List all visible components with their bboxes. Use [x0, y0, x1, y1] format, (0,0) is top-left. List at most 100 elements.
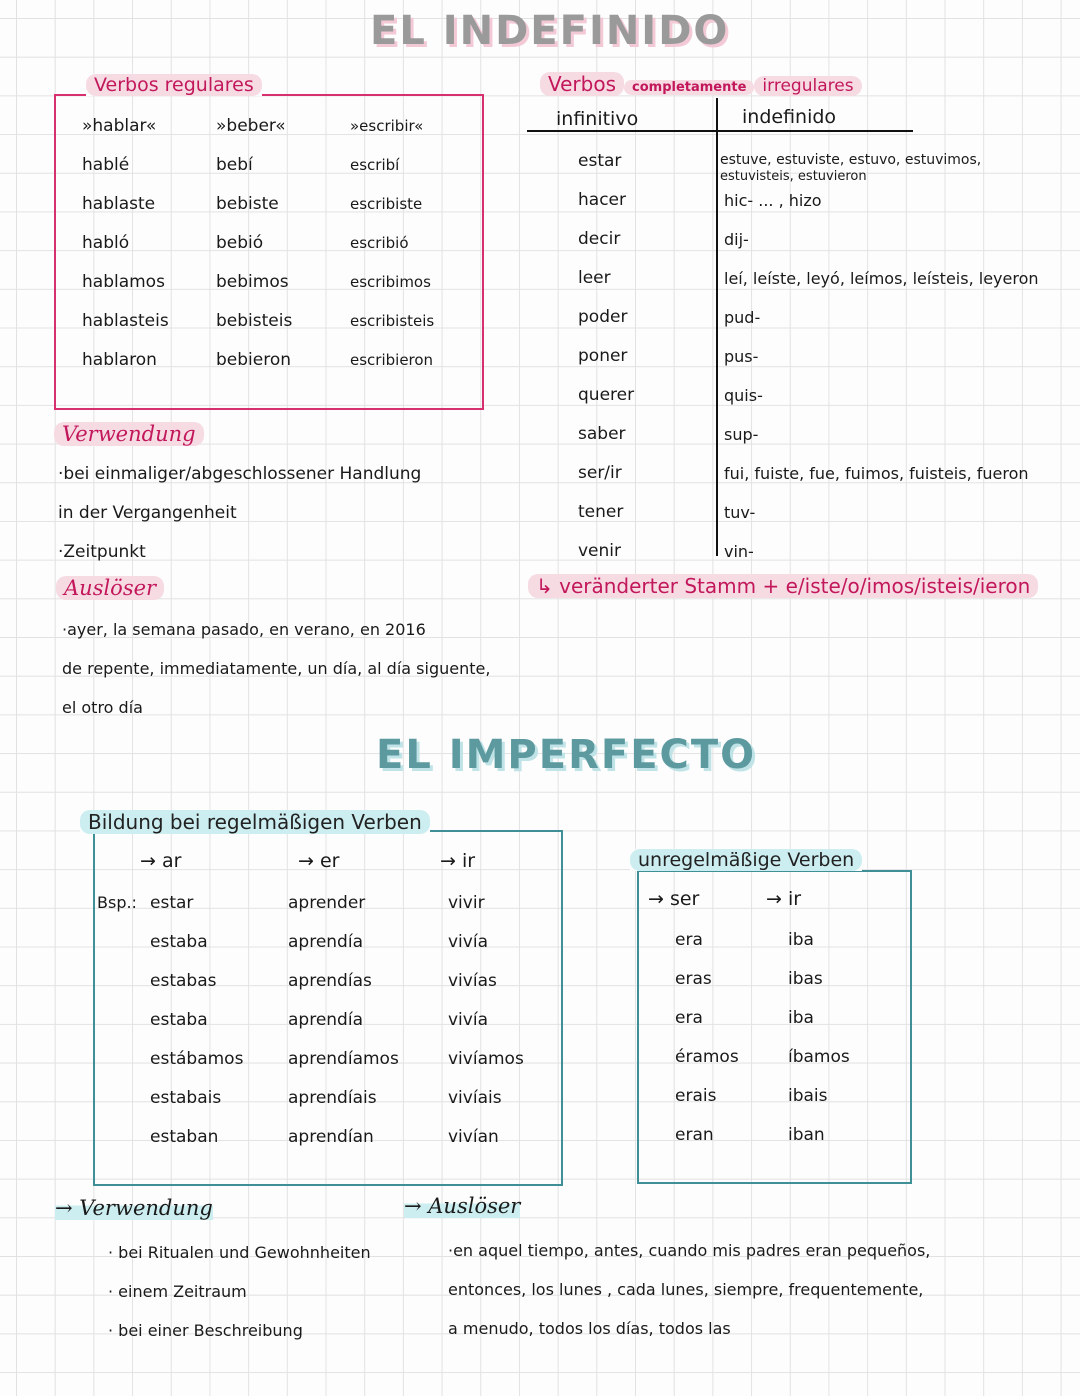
conjugation: aprender: [288, 893, 366, 913]
conjugation: vivir: [448, 893, 485, 913]
indefinido-form: dij-: [724, 230, 749, 249]
example-label: Bsp.:: [97, 893, 137, 912]
conjugation: vivían: [448, 1127, 499, 1147]
conjugation: habló: [82, 233, 130, 253]
conjugation: aprendías: [288, 971, 372, 991]
regulares-box: [54, 94, 484, 410]
infinitive: poner: [578, 346, 628, 366]
bildung-col-ar: estar estaba estabas estaba estábamos estabai…: [150, 884, 243, 1157]
header-ser: → ser: [648, 888, 700, 910]
col-header-indefinido: indefinido: [742, 106, 837, 128]
indefinido-form: fui, fuiste, fue, fuimos, fuisteis, fuer…: [724, 464, 1029, 483]
conjugation: éramos: [675, 1047, 739, 1067]
regulares-col-escribir: »escribir« escribí escribiste escribió escri…: [350, 107, 434, 380]
conjugation: bebimos: [216, 272, 289, 292]
conjugation: aprendían: [288, 1127, 374, 1147]
imperfecto-verwendung-heading-text: → Verwendung: [55, 1196, 213, 1220]
irregulares-heading: Verbos completamente irregulares: [540, 72, 862, 96]
conjugation: escribisteis: [350, 312, 435, 330]
verwendung-item: · einem Zeitraum: [108, 1282, 247, 1301]
header-ar: → ar: [140, 850, 182, 872]
ausloeser-heading-text: Auslöser: [56, 576, 165, 600]
conjugation: hablasteis: [82, 311, 169, 331]
indefinido-form: quis-: [724, 386, 763, 405]
conjugation: escribió: [350, 234, 409, 252]
col-header-infinitivo: infinitivo: [556, 108, 639, 130]
conjugation: hablamos: [82, 272, 165, 292]
verwendung-item: · bei Ritualen und Gewohnheiten: [108, 1243, 371, 1262]
conjugation: aprendía: [288, 932, 363, 952]
conjugation: estaba: [150, 932, 208, 952]
conjugation: vivíamos: [448, 1049, 524, 1069]
conjugation: iban: [788, 1125, 825, 1145]
regulares-col-hablar: »hablar« hablé hablaste habló hablamos hablas…: [82, 107, 169, 380]
conjugation: iba: [788, 930, 814, 950]
conjugation: era: [675, 1008, 703, 1028]
conjugation: iba: [788, 1008, 814, 1028]
verwendung-heading: Verwendung: [54, 422, 204, 446]
conjugation: estábamos: [150, 1049, 244, 1069]
conjugation: era: [675, 930, 703, 950]
ausloeser-heading: Auslöser: [56, 576, 165, 600]
irregulares-heading-main: Verbos: [540, 72, 625, 96]
conjugation: »beber«: [216, 116, 286, 136]
conjugation: estaba: [150, 1010, 208, 1030]
estar-forms-line1: estuve, estuviste, estuvo, estuvimos,: [720, 152, 982, 168]
irregulares-heading-end: irregulares: [754, 76, 862, 96]
conjugation: escribimos: [350, 273, 431, 291]
verwendung-heading-text: Verwendung: [54, 422, 204, 446]
conjugation: estabas: [150, 971, 217, 991]
ser-column: era eras era éramos erais eran: [675, 921, 739, 1155]
conjugation: vivías: [448, 971, 497, 991]
imperfecto-ausloeser-heading-text: → Auslöser: [404, 1194, 521, 1218]
indefinido-form: sup-: [724, 425, 759, 444]
conjugation: vivíais: [448, 1088, 502, 1108]
verwendung-item: ·Zeitpunkt: [58, 542, 146, 562]
unregelmaessig-heading-text: unregelmäßige Verben: [630, 849, 863, 871]
conjugation: ibas: [788, 969, 823, 989]
bildung-col-er: aprender aprendía aprendías aprendía aprendí…: [288, 884, 399, 1157]
infinitive: saber: [578, 424, 626, 444]
stem-rule: ↳ veränderter Stamm + e/iste/o/imos/iste…: [528, 574, 1039, 598]
bildung-col-ir: vivir vivía vivías vivía vivíamos vivíais viví…: [448, 884, 524, 1157]
conjugation: hablaste: [82, 194, 156, 214]
irregulares-heading-mid: completamente: [624, 80, 755, 95]
indefinido-form: vin-: [724, 542, 754, 561]
regulares-heading-text: Verbos regulares: [86, 74, 262, 96]
estar-forms-line2: estuvisteis, estuvieron: [720, 169, 867, 184]
conjugation: »hablar«: [82, 116, 157, 136]
conjugation: escribiste: [350, 195, 423, 213]
ausloeser-list: ·ayer, la semana pasado, en verano, en 2…: [62, 610, 490, 727]
infinitive: leer: [578, 268, 611, 288]
conjugation: bebisteis: [216, 311, 293, 331]
conjugation: vivía: [448, 1010, 488, 1030]
ausloeser-item: de repente, immediatamente, un día, al d…: [62, 659, 491, 678]
conjugation: eran: [675, 1125, 714, 1145]
conjugation: eras: [675, 969, 712, 989]
indefinido-form: pud-: [724, 308, 761, 327]
irregulares-infinitives: estar hacer decir leer poder poner querer saber…: [578, 142, 634, 571]
conjugation: hablaron: [82, 350, 157, 370]
infinitive: tener: [578, 502, 624, 522]
stem-rule-text: ↳ veränderter Stamm + e/iste/o/imos/iste…: [528, 574, 1039, 598]
conjugation: aprendíais: [288, 1088, 377, 1108]
regulares-col-beber: »beber« bebí bebiste bebió bebimos bebisteis b…: [216, 107, 292, 380]
unregelmaessig-heading: unregelmäßige Verben: [630, 849, 863, 871]
infinitive: estar: [578, 151, 622, 171]
verwendung-item: ·bei einmaliger/abgeschlossener Handlung: [58, 464, 422, 484]
infinitive: decir: [578, 229, 621, 249]
conjugation: hablé: [82, 155, 130, 175]
conjugation: vivía: [448, 932, 488, 952]
conjugation: bebiste: [216, 194, 279, 214]
ausloeser-item: entonces, los lunes , cada lunes, siempr…: [448, 1280, 924, 1299]
indefinido-form: pus-: [724, 347, 759, 366]
conjugation: estar: [150, 893, 194, 913]
header-er: → er: [298, 850, 340, 872]
ausloeser-item: a menudo, todos los días, todos las: [448, 1319, 731, 1338]
imperfecto-verwendung-list: · bei Ritualen und Gewohnheiten · einem Z…: [108, 1233, 371, 1350]
irregulares-forms: hic- ... , hizo dij-leí, leíste, leyó, le…: [724, 181, 1039, 571]
conjugation: bebió: [216, 233, 264, 253]
conjugation: aprendía: [288, 1010, 363, 1030]
ausloeser-item: ·ayer, la semana pasado, en verano, en 2…: [62, 620, 426, 639]
conjugation: escribí: [350, 156, 400, 174]
